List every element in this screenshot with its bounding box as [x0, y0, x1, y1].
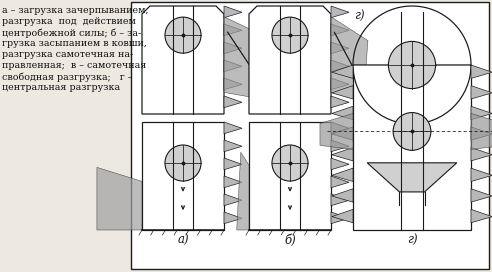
- Polygon shape: [331, 96, 349, 108]
- Circle shape: [165, 145, 201, 181]
- Polygon shape: [471, 147, 492, 161]
- Polygon shape: [471, 106, 492, 120]
- Polygon shape: [331, 158, 349, 170]
- Circle shape: [388, 41, 435, 89]
- Text: а – загрузка зачерпыванием,: а – загрузка зачерпыванием,: [2, 6, 149, 15]
- Text: разгрузка  под  действием: разгрузка под действием: [2, 17, 136, 26]
- Polygon shape: [224, 24, 242, 36]
- Polygon shape: [224, 96, 242, 108]
- Bar: [142, 122, 224, 230]
- Polygon shape: [331, 24, 349, 36]
- Text: г): г): [407, 234, 417, 247]
- Text: правленная;  в – самотечная: правленная; в – самотечная: [2, 61, 147, 70]
- Polygon shape: [331, 122, 349, 134]
- Text: г): г): [354, 10, 365, 23]
- Wedge shape: [353, 65, 471, 124]
- Polygon shape: [97, 167, 142, 230]
- Polygon shape: [471, 86, 492, 99]
- Circle shape: [165, 17, 201, 53]
- Polygon shape: [331, 194, 349, 206]
- Polygon shape: [224, 158, 242, 170]
- Polygon shape: [332, 147, 353, 161]
- Polygon shape: [471, 168, 492, 181]
- Polygon shape: [224, 176, 242, 188]
- FancyArrowPatch shape: [227, 32, 267, 91]
- FancyArrowPatch shape: [334, 32, 364, 86]
- Polygon shape: [332, 168, 353, 181]
- Polygon shape: [331, 78, 349, 90]
- Text: грузка засыпанием в ковши,: грузка засыпанием в ковши,: [2, 39, 147, 48]
- Text: б): б): [284, 234, 296, 247]
- Polygon shape: [320, 113, 353, 149]
- Bar: [249, 122, 331, 230]
- Text: центробежной силы; б – за-: центробежной силы; б – за-: [2, 28, 141, 38]
- Polygon shape: [224, 60, 242, 72]
- Polygon shape: [224, 78, 242, 90]
- Polygon shape: [331, 176, 349, 188]
- Polygon shape: [224, 17, 273, 101]
- Polygon shape: [224, 212, 242, 224]
- Polygon shape: [471, 65, 492, 78]
- Circle shape: [272, 17, 308, 53]
- Polygon shape: [331, 42, 349, 54]
- Polygon shape: [332, 106, 353, 120]
- Polygon shape: [332, 189, 353, 202]
- Polygon shape: [367, 163, 457, 192]
- Polygon shape: [471, 189, 492, 202]
- Polygon shape: [331, 60, 349, 72]
- Polygon shape: [471, 209, 492, 223]
- Text: а): а): [177, 234, 189, 247]
- Polygon shape: [237, 152, 249, 230]
- Polygon shape: [471, 113, 492, 149]
- Polygon shape: [249, 6, 331, 114]
- Polygon shape: [224, 194, 242, 206]
- Polygon shape: [224, 42, 242, 54]
- Polygon shape: [224, 6, 242, 18]
- Circle shape: [393, 113, 431, 150]
- Text: разгрузка самотечная на-: разгрузка самотечная на-: [2, 50, 133, 59]
- Polygon shape: [224, 140, 242, 152]
- Polygon shape: [332, 86, 353, 99]
- Circle shape: [272, 145, 308, 181]
- Polygon shape: [331, 6, 349, 18]
- Polygon shape: [471, 127, 492, 140]
- Polygon shape: [142, 6, 224, 114]
- Text: свободная разгрузка;   г –: свободная разгрузка; г –: [2, 72, 132, 82]
- Polygon shape: [331, 17, 368, 98]
- Polygon shape: [331, 212, 349, 224]
- Polygon shape: [224, 122, 242, 134]
- Bar: [131, 2, 489, 269]
- Text: центральная разгрузка: центральная разгрузка: [2, 83, 120, 92]
- Bar: [353, 65, 471, 230]
- Polygon shape: [332, 127, 353, 140]
- Polygon shape: [332, 209, 353, 223]
- Polygon shape: [331, 140, 349, 152]
- Polygon shape: [332, 65, 353, 78]
